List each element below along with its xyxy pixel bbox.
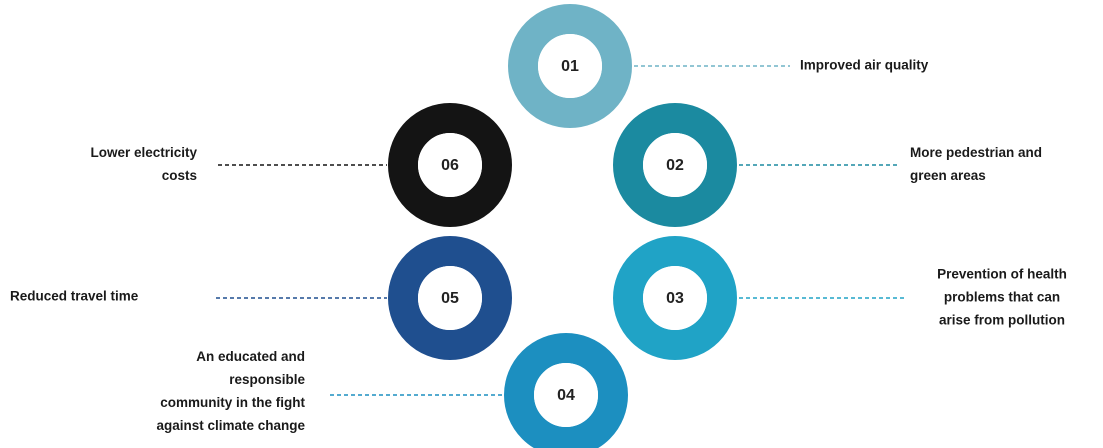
node-number: 06 — [441, 157, 459, 174]
ring — [388, 236, 512, 360]
ring — [613, 236, 737, 360]
node-number: 01 — [561, 58, 579, 75]
ring-center — [643, 133, 707, 197]
node-label: Improved air quality — [800, 58, 929, 73]
node-label: More pedestrian and — [910, 145, 1042, 160]
node-label: green areas — [910, 168, 986, 183]
node-number: 03 — [666, 290, 684, 307]
ring-center — [418, 266, 482, 330]
node-label: An educated and — [196, 349, 305, 364]
ring — [613, 103, 737, 227]
ring — [388, 103, 512, 227]
node-label: arise from pollution — [939, 313, 1065, 328]
node-number: 02 — [666, 157, 684, 174]
node-number: 05 — [441, 290, 459, 307]
node-number: 04 — [557, 387, 575, 404]
node-label: Prevention of health — [937, 267, 1067, 282]
node-label: community in the fight — [160, 395, 305, 410]
ring — [504, 333, 628, 448]
node-label: against climate change — [156, 418, 305, 433]
node-label: costs — [162, 168, 197, 183]
node-label: Lower electricity — [90, 145, 197, 160]
ring-center — [643, 266, 707, 330]
node-label: problems that can — [944, 290, 1060, 305]
node-label: Reduced travel time — [10, 289, 139, 304]
ring-center — [534, 363, 598, 427]
node-label: responsible — [229, 372, 305, 387]
ring-center — [538, 34, 602, 98]
ring-center — [418, 133, 482, 197]
ring — [508, 4, 632, 128]
